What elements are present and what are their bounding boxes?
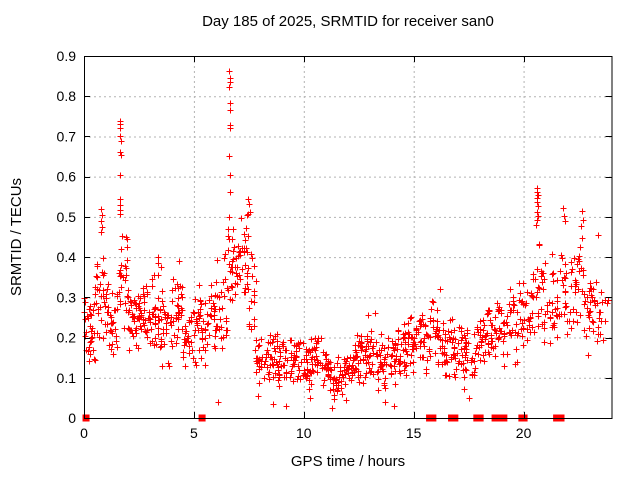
y-tick-label: 0.5 [57, 209, 77, 225]
x-tick-label: 5 [190, 425, 198, 441]
y-tick-label: 0.1 [57, 370, 77, 386]
y-tick-label: 0 [68, 410, 76, 426]
y-tick-label: 0.4 [57, 249, 77, 265]
x-axis-title: GPS time / hours [290, 453, 406, 470]
y-axis-title: SRMTID / TECUs [8, 177, 25, 297]
x-tick-label: 0 [80, 425, 88, 441]
x-tick-label: 10 [296, 425, 312, 441]
x-tick-label: 15 [406, 425, 422, 441]
chart-title: Day 185 of 2025, SRMTID for receiver san… [202, 13, 494, 30]
y-tick-label: 0.2 [57, 330, 77, 346]
y-tick-label: 0.9 [57, 48, 77, 64]
y-tick-label: 0.6 [57, 169, 77, 185]
x-tick-label: 20 [516, 425, 532, 441]
y-tick-label: 0.7 [57, 128, 77, 144]
plot-border [84, 56, 613, 419]
scatter-points [81, 68, 612, 412]
y-tick-label: 0.8 [57, 88, 77, 104]
y-tick-label: 0.3 [57, 289, 77, 305]
